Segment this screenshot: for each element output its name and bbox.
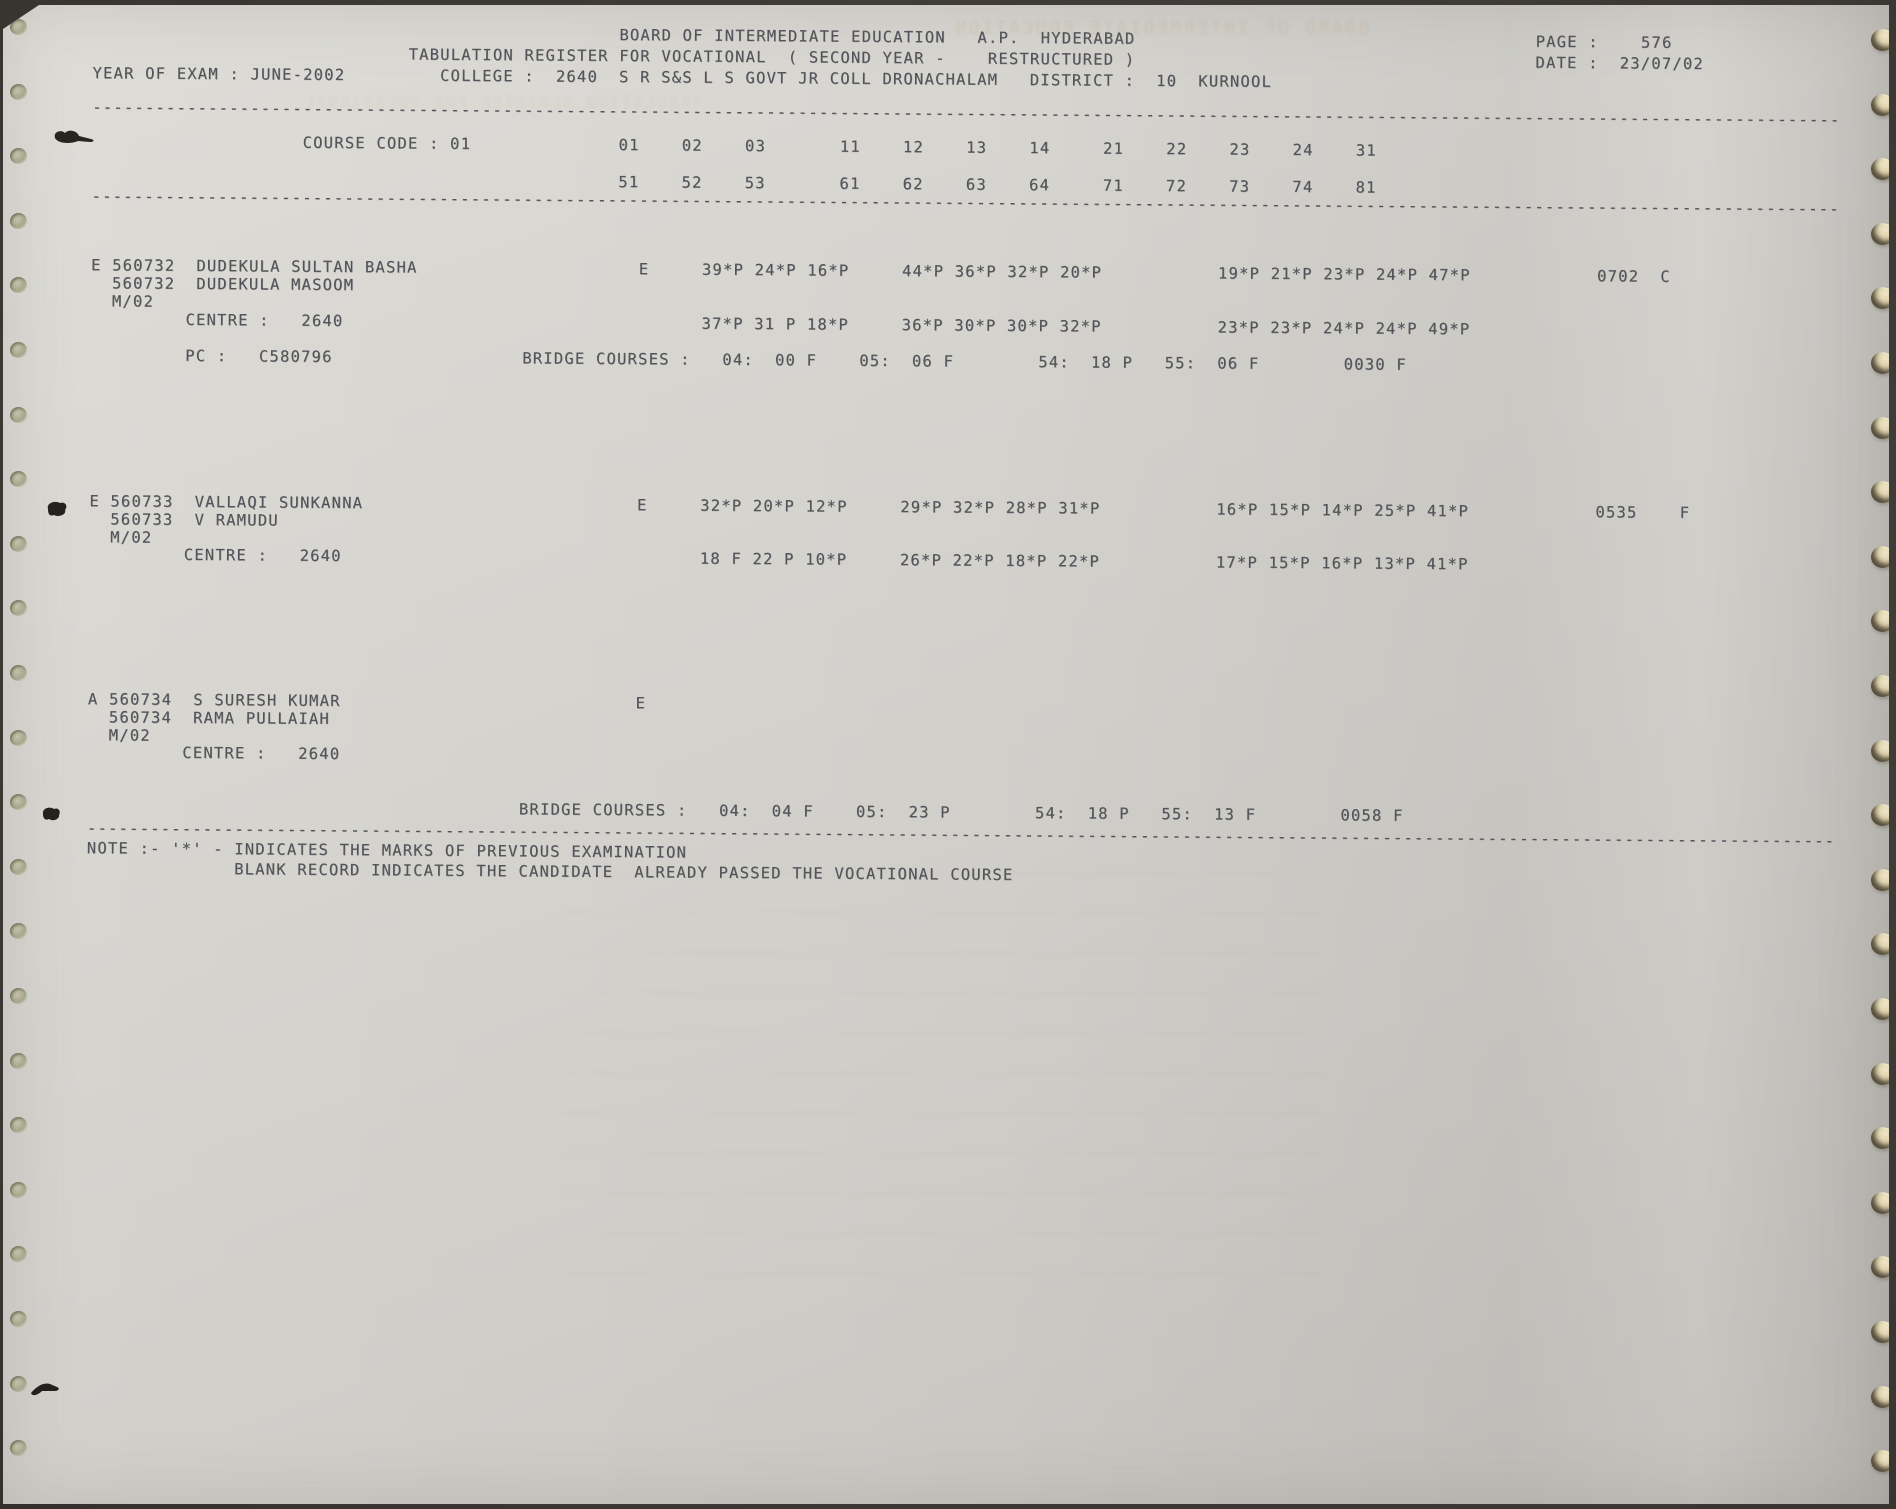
sprocket-hole-right: [1871, 352, 1889, 374]
sprocket-hole-right: [1871, 29, 1889, 51]
document-text: BOARD OF INTERMEDIATE EDUCATION A.P. HYD…: [3, 5, 1889, 1504]
sprocket-hole-left: [10, 1311, 27, 1327]
sprocket-hole-right: [1871, 998, 1889, 1020]
sprocket-hole-right: [1871, 1450, 1889, 1473]
sprocket-hole-left: [10, 794, 27, 811]
sprocket-hole-left: [10, 83, 27, 100]
sprocket-hole-right: [1871, 416, 1889, 439]
sprocket-hole-left: [10, 406, 27, 423]
ink-smudge-2: [47, 501, 67, 517]
sprocket-hole-left: [10, 1052, 27, 1069]
record-2-name-marks-row: E 560733 VALLAQI SUNKANNA E 32*P 20*P 12…: [89, 492, 1691, 522]
sprocket-hole-right: [1871, 1385, 1889, 1408]
sprocket-hole-right: [1871, 222, 1889, 245]
sprocket-hole-left: [10, 1181, 27, 1198]
sprocket-hole-left: [10, 342, 27, 358]
sprocket-hole-left: [10, 729, 27, 746]
note-row-2: BLANK RECORD INDICATES THE CANDIDATE ALR…: [86, 859, 1014, 884]
record-3-centre-row: CENTRE : 2640: [87, 743, 341, 764]
ink-smudge-1: [54, 130, 94, 143]
sprocket-hole-right: [1871, 1191, 1889, 1214]
sprocket-hole-left: [10, 1375, 27, 1392]
sprocket-hole-left: [10, 535, 27, 552]
sprocket-hole-right: [1871, 1321, 1889, 1343]
sprocket-hole-left: [10, 665, 27, 681]
record-1-centre-marks-row: CENTRE : 2640 37*P 31 P 18*P 36*P 30*P 3…: [90, 310, 1471, 339]
sprocket-hole-left: [10, 858, 27, 875]
course-code-row-1: COURSE CODE : 01 01 02 03 11 12 13 14 21…: [91, 132, 1377, 160]
sprocket-hole-left: [10, 19, 27, 35]
sprocket-hole-right: [1871, 287, 1889, 310]
sprocket-hole-left: [10, 1246, 27, 1263]
sprocket-hole-right: [1871, 675, 1889, 697]
sprocket-hole-right: [1871, 804, 1889, 827]
paper-sheet: BOARD OF INTERMEDIATE EDUCATION TABULATI…: [3, 5, 1889, 1504]
sprocket-hole-left: [10, 1440, 27, 1457]
sprocket-hole-right: [1871, 610, 1889, 633]
bleedthrough-grid: [563, 865, 1323, 1275]
sprocket-hole-left: [10, 212, 27, 229]
sprocket-hole-right: [1871, 933, 1889, 956]
sprocket-hole-right: [1871, 1127, 1889, 1150]
sprocket-hole-right: [1871, 1256, 1889, 1279]
ink-smudge-3: [42, 807, 60, 821]
sprocket-hole-left: [10, 988, 27, 1004]
sprocket-hole-right: [1871, 739, 1889, 762]
sprocket-hole-right: [1871, 93, 1889, 116]
ink-smudge-4: [31, 1383, 59, 1396]
record-1-pc-bridge-row: PC : C580796 BRIDGE COURSES : 04: 00 F 0…: [90, 346, 1407, 374]
record-2-centre-marks-row: CENTRE : 2640 18 F 22 P 10*P 26*P 22*P 1…: [88, 545, 1469, 574]
sprocket-hole-left: [10, 600, 27, 617]
sprocket-hole-left: [10, 471, 27, 488]
sprocket-hole-right: [1871, 1062, 1889, 1085]
sprocket-hole-left: [10, 148, 27, 165]
sprocket-hole-right: [1871, 545, 1889, 568]
sprocket-hole-left: [10, 923, 27, 940]
sprocket-hole-left: [10, 1117, 27, 1134]
sprocket-hole-right: [1871, 481, 1889, 504]
sprocket-hole-right: [1871, 158, 1889, 181]
separator-line-1: ----------------------------------------…: [92, 98, 1841, 130]
sprocket-hole-right: [1871, 868, 1889, 891]
sprocket-hole-left: [10, 277, 27, 294]
